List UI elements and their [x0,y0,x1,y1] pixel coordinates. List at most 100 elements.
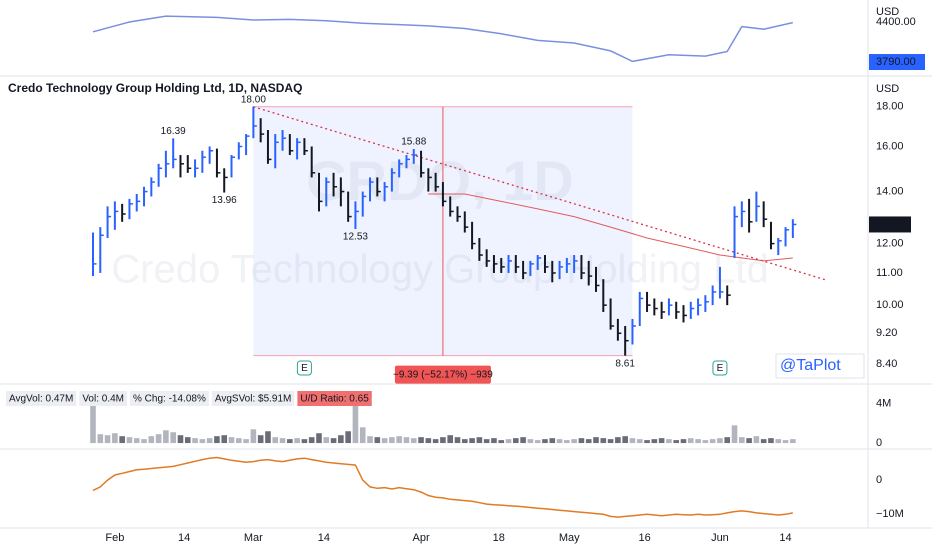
volume-bar [206,438,213,444]
volume-bar [542,439,548,444]
volume-bar [199,439,206,444]
volume-bar [148,436,155,444]
volume-bar [593,437,599,444]
volume-bar [687,438,694,444]
volume-bar [680,439,687,444]
unit-label: USD [876,83,899,95]
y-tick-label: 0 [876,474,882,486]
y-tick-label: 0 [876,437,882,449]
volume-bar [243,439,249,444]
indicator-line [92,456,793,518]
volume-bar [549,438,556,444]
volume-bar [133,438,140,444]
stat-label: U/D Ratio: 0.65 [300,394,369,405]
y-tick-label: 8.40 [876,358,897,370]
volume-bar [330,438,337,444]
volume-bar [461,439,468,444]
volume-bar [221,435,228,444]
volume-bar [308,437,315,444]
volume-bar [338,435,344,444]
volume-bar [126,437,133,444]
y-tick-label: 12.00 [876,238,904,250]
volume-bar [768,438,774,444]
volume-bar [294,438,300,444]
volume-bar [790,439,796,444]
volume-bar [709,439,716,444]
volume-bar [578,438,585,444]
volume-bar [228,437,235,444]
y-tick-label: 16.00 [876,140,904,152]
x-tick-label: 14 [318,532,330,544]
volume-bar [418,437,424,444]
volume-bar [272,437,279,444]
volume-bar [374,437,381,444]
volume-bar [476,437,483,444]
volume-bar [97,434,104,444]
price-annotation: 15.88 [401,137,426,148]
volume-bar [491,438,497,444]
volume-bar [483,439,490,444]
volume-bar [170,432,176,444]
y-tick-label: 4400.00 [876,16,916,28]
price-annotation: 13.96 [212,195,237,206]
last-value-box [869,54,925,71]
volume-bar [265,431,271,444]
chart-title: Credo Technology Group Holding Ltd, 1D, … [8,81,302,95]
volume-bar [571,439,577,444]
y-tick-label: 14.00 [876,185,904,197]
volume-bar [622,436,628,444]
volume-bar [564,440,570,444]
stat-box [211,391,295,406]
volume-bar [731,425,738,444]
volume-bar [724,437,731,444]
volume-bar [396,436,402,444]
x-tick-label: Mar [244,532,263,544]
y-tick-label: 9.20 [876,327,897,339]
earnings-label: E [717,363,724,374]
measure-label-box [394,365,491,384]
volume-bar [717,438,723,444]
x-tick-label: 14 [178,532,190,544]
x-tick-label: 14 [779,532,791,544]
stat-label: % Chg: -14.08% [133,394,206,405]
volume-bar [425,438,432,444]
stat-label: AvgSVol: $5.91M [215,394,292,405]
volume-bar [177,435,184,444]
volume-bar [666,439,672,444]
volume-bar [585,439,592,444]
volume-bar [615,437,621,444]
y-tick-label: 4M [876,398,891,410]
watermark: Credo Technology Group Holding Ltd [111,248,768,292]
y-tick-label: 11.00 [876,267,903,279]
last-price-label: 12.70 [876,218,904,230]
volume-bar [112,433,118,444]
volume-bar [184,437,191,444]
volume-bar [636,439,643,444]
volume-bar [629,438,636,444]
volume-bar [447,435,454,444]
volume-bar [607,439,614,444]
volume-bar [498,440,505,444]
volume-bar [367,436,373,444]
volume-bar [469,438,475,444]
volume-bar [287,439,293,444]
volume-bar [513,438,519,444]
volume-bar [389,437,395,444]
volume-bar [141,439,147,444]
volume-bar [90,397,96,444]
volume-bar [257,435,264,444]
volume-bar [702,440,709,444]
volume-bar [651,439,658,444]
watermark: CRDO, 1D [306,149,574,212]
stat-box [79,391,128,406]
volume-bar [250,429,257,444]
volume-bar [236,438,242,444]
last-price-box [869,216,911,233]
volume-bar [214,436,220,444]
x-tick-label: 18 [493,532,505,544]
volume-bar [410,438,417,444]
stat-box [297,391,372,406]
stat-box [6,391,77,406]
